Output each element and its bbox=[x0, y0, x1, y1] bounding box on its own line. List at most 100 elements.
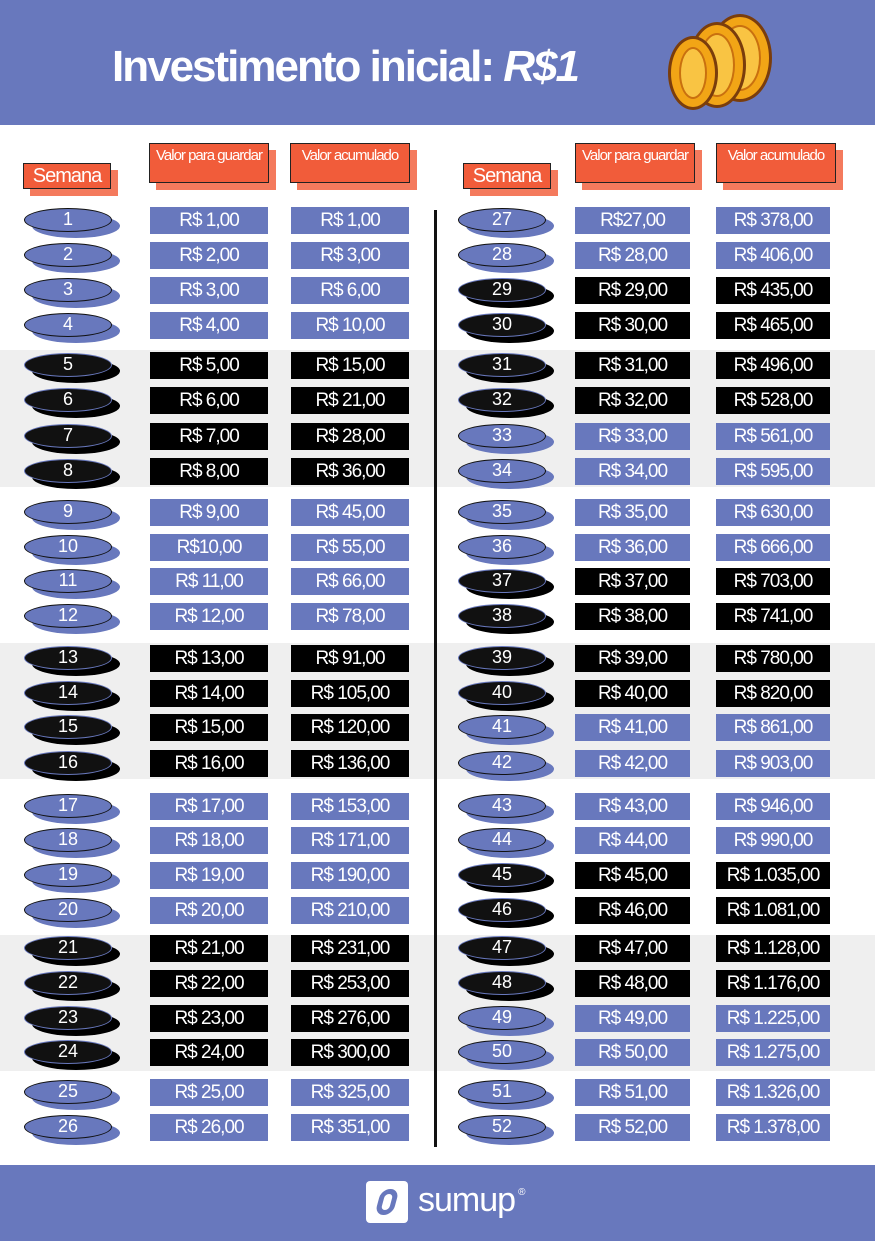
total-value: R$ 231,00 bbox=[291, 935, 409, 962]
week-number: 40 bbox=[458, 681, 546, 705]
save-value: R$ 52,00 bbox=[575, 1114, 690, 1141]
week-coin: 8 bbox=[24, 459, 120, 489]
save-value: R$ 24,00 bbox=[150, 1039, 268, 1066]
total-value: R$ 496,00 bbox=[716, 352, 830, 379]
save-value: R$ 5,00 bbox=[150, 352, 268, 379]
week-number: 34 bbox=[458, 459, 546, 483]
week-coin: 20 bbox=[24, 898, 120, 928]
save-value: R$ 19,00 bbox=[150, 862, 268, 889]
total-value: R$ 325,00 bbox=[291, 1079, 409, 1106]
week-number: 14 bbox=[24, 681, 112, 705]
week-number: 31 bbox=[458, 353, 546, 377]
week-number: 6 bbox=[24, 388, 112, 412]
week-number: 24 bbox=[24, 1040, 112, 1064]
week-coin: 5 bbox=[24, 353, 120, 383]
week-coin: 2 bbox=[24, 243, 120, 273]
week-coin: 14 bbox=[24, 681, 120, 711]
total-value: R$ 666,00 bbox=[716, 534, 830, 561]
week-number: 32 bbox=[458, 388, 546, 412]
total-value: R$ 561,00 bbox=[716, 423, 830, 450]
page-title: Investimento inicial: R$1 bbox=[112, 42, 580, 92]
week-coin: 23 bbox=[24, 1006, 120, 1036]
week-number: 15 bbox=[24, 715, 112, 739]
save-value: R$ 20,00 bbox=[150, 897, 268, 924]
save-value: R$ 21,00 bbox=[150, 935, 268, 962]
save-value: R$ 36,00 bbox=[575, 534, 690, 561]
week-coin: 25 bbox=[24, 1080, 120, 1110]
week-number: 44 bbox=[458, 828, 546, 852]
total-value: R$ 66,00 bbox=[291, 568, 409, 595]
save-value: R$ 29,00 bbox=[575, 277, 690, 304]
save-value: R$ 28,00 bbox=[575, 242, 690, 269]
save-value: R$ 26,00 bbox=[150, 1114, 268, 1141]
total-value: R$ 300,00 bbox=[291, 1039, 409, 1066]
total-value: R$ 435,00 bbox=[716, 277, 830, 304]
week-coin: 51 bbox=[458, 1080, 554, 1110]
save-value: R$ 8,00 bbox=[150, 458, 268, 485]
header-valor-acumulado: Valor acumulado bbox=[716, 143, 836, 183]
brand-name: sumup bbox=[418, 1181, 516, 1219]
week-number: 50 bbox=[458, 1040, 546, 1064]
week-coin: 3 bbox=[24, 278, 120, 308]
week-coin: 1 bbox=[24, 208, 120, 238]
week-coin: 34 bbox=[458, 459, 554, 489]
week-number: 7 bbox=[24, 424, 112, 448]
week-number: 46 bbox=[458, 898, 546, 922]
week-number: 33 bbox=[458, 424, 546, 448]
title-text: Investimento inicial: bbox=[112, 42, 504, 91]
total-value: R$ 378,00 bbox=[716, 207, 830, 234]
total-value: R$ 210,00 bbox=[291, 897, 409, 924]
week-coin: 47 bbox=[458, 936, 554, 966]
save-value: R$ 38,00 bbox=[575, 603, 690, 630]
total-value: R$ 1.081,00 bbox=[716, 897, 830, 924]
week-coin: 9 bbox=[24, 500, 120, 530]
week-number: 9 bbox=[24, 500, 112, 524]
week-number: 21 bbox=[24, 936, 112, 960]
total-value: R$ 741,00 bbox=[716, 603, 830, 630]
total-value: R$ 1.128,00 bbox=[716, 935, 830, 962]
save-value: R$ 37,00 bbox=[575, 568, 690, 595]
total-value: R$ 21,00 bbox=[291, 387, 409, 414]
total-value: R$ 1.378,00 bbox=[716, 1114, 830, 1141]
total-value: R$ 3,00 bbox=[291, 242, 409, 269]
total-value: R$ 10,00 bbox=[291, 312, 409, 339]
total-value: R$ 91,00 bbox=[291, 645, 409, 672]
week-number: 2 bbox=[24, 243, 112, 267]
save-value: R$ 7,00 bbox=[150, 423, 268, 450]
save-value: R$ 1,00 bbox=[150, 207, 268, 234]
week-coin: 50 bbox=[458, 1040, 554, 1070]
save-value: R$ 11,00 bbox=[150, 568, 268, 595]
week-coin: 28 bbox=[458, 243, 554, 273]
week-number: 51 bbox=[458, 1080, 546, 1104]
column-divider bbox=[434, 210, 437, 1147]
save-value: R$ 32,00 bbox=[575, 387, 690, 414]
total-value: R$ 1.225,00 bbox=[716, 1005, 830, 1032]
week-number: 22 bbox=[24, 971, 112, 995]
save-value: R$ 33,00 bbox=[575, 423, 690, 450]
week-coin: 30 bbox=[458, 313, 554, 343]
total-value: R$ 465,00 bbox=[716, 312, 830, 339]
total-value: R$ 276,00 bbox=[291, 1005, 409, 1032]
week-coin: 46 bbox=[458, 898, 554, 928]
save-value: R$ 40,00 bbox=[575, 680, 690, 707]
save-value: R$ 50,00 bbox=[575, 1039, 690, 1066]
week-number: 42 bbox=[458, 751, 546, 775]
week-coin: 38 bbox=[458, 604, 554, 634]
header-semana: Semana bbox=[23, 163, 111, 189]
total-value: R$ 136,00 bbox=[291, 750, 409, 777]
week-coin: 6 bbox=[24, 388, 120, 418]
total-value: R$ 861,00 bbox=[716, 714, 830, 741]
save-value: R$ 13,00 bbox=[150, 645, 268, 672]
save-value: R$ 44,00 bbox=[575, 827, 690, 854]
week-number: 39 bbox=[458, 646, 546, 670]
week-coin: 33 bbox=[458, 424, 554, 454]
total-value: R$ 105,00 bbox=[291, 680, 409, 707]
week-number: 17 bbox=[24, 794, 112, 818]
week-number: 52 bbox=[458, 1115, 546, 1139]
total-value: R$ 253,00 bbox=[291, 970, 409, 997]
week-coin: 44 bbox=[458, 828, 554, 858]
week-coin: 18 bbox=[24, 828, 120, 858]
week-number: 4 bbox=[24, 313, 112, 337]
week-coin: 42 bbox=[458, 751, 554, 781]
save-value: R$ 48,00 bbox=[575, 970, 690, 997]
